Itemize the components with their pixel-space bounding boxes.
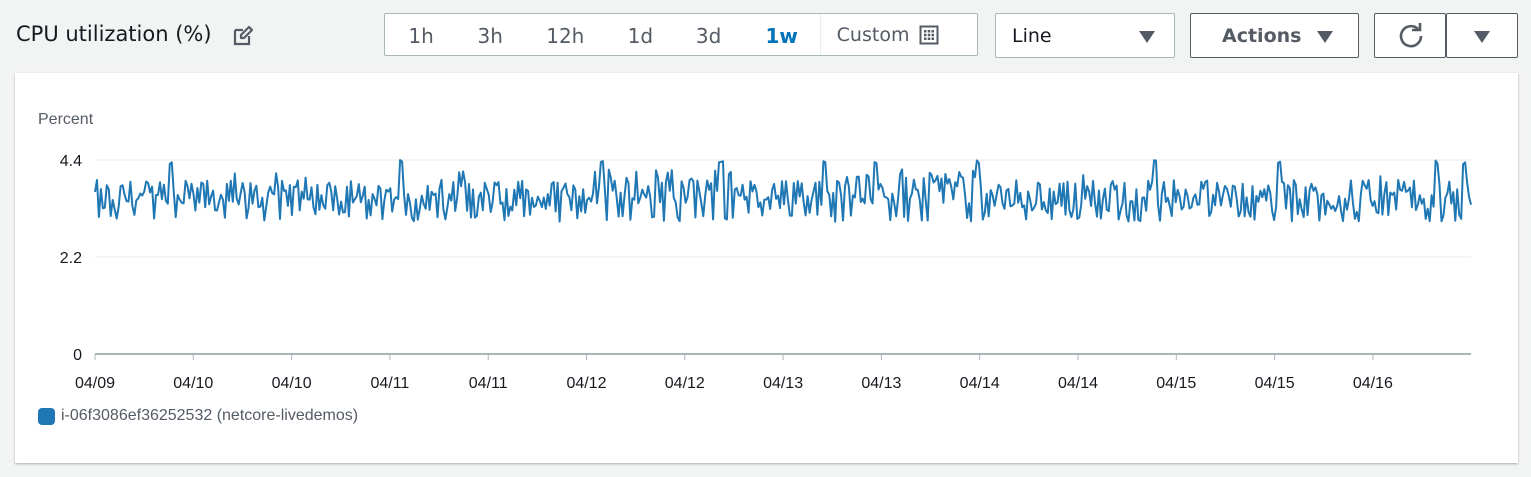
widget-title: CPU utilization (%) — [16, 22, 212, 46]
y-axis-label: Percent — [38, 111, 94, 128]
chevron-down-icon — [1317, 31, 1333, 43]
refresh-button[interactable] — [1374, 13, 1446, 58]
time-range-1d[interactable]: 1d — [627, 24, 654, 48]
legend-series-name: i-06f3086ef36252532 (netcore-livedemos) — [61, 407, 359, 424]
time-range-group: 1h 3h 12h 1d 3d 1w Custom — [384, 13, 978, 56]
refresh-options-button[interactable] — [1446, 13, 1518, 58]
chart-legend[interactable]: i-06f3086ef36252532 (netcore-livedemos) — [38, 407, 358, 425]
chart-type-value: Line — [1012, 25, 1052, 47]
actions-button[interactable]: Actions — [1190, 13, 1359, 58]
edit-title-icon[interactable] — [232, 25, 254, 47]
time-range-1h[interactable]: 1h — [408, 24, 434, 48]
custom-label: Custom — [836, 23, 910, 46]
widget-header: CPU utilization (%) 1h 3h 12h 1d 3d 1w C… — [0, 0, 1531, 72]
refresh-icon — [1399, 23, 1423, 48]
time-range-1w[interactable]: 1w — [765, 24, 798, 48]
calendar-icon — [919, 25, 939, 44]
time-range-3h[interactable]: 3h — [477, 24, 503, 48]
actions-label: Actions — [1222, 25, 1302, 47]
time-range-custom[interactable]: Custom — [819, 14, 977, 55]
time-range-12h[interactable]: 12h — [546, 24, 585, 48]
chart-panel — [15, 73, 1518, 463]
time-range-3d[interactable]: 3d — [695, 24, 722, 48]
legend-swatch — [38, 407, 55, 425]
chevron-down-icon — [1139, 31, 1155, 43]
chevron-down-icon — [1474, 31, 1490, 43]
chart-type-select[interactable]: Line — [995, 13, 1175, 58]
